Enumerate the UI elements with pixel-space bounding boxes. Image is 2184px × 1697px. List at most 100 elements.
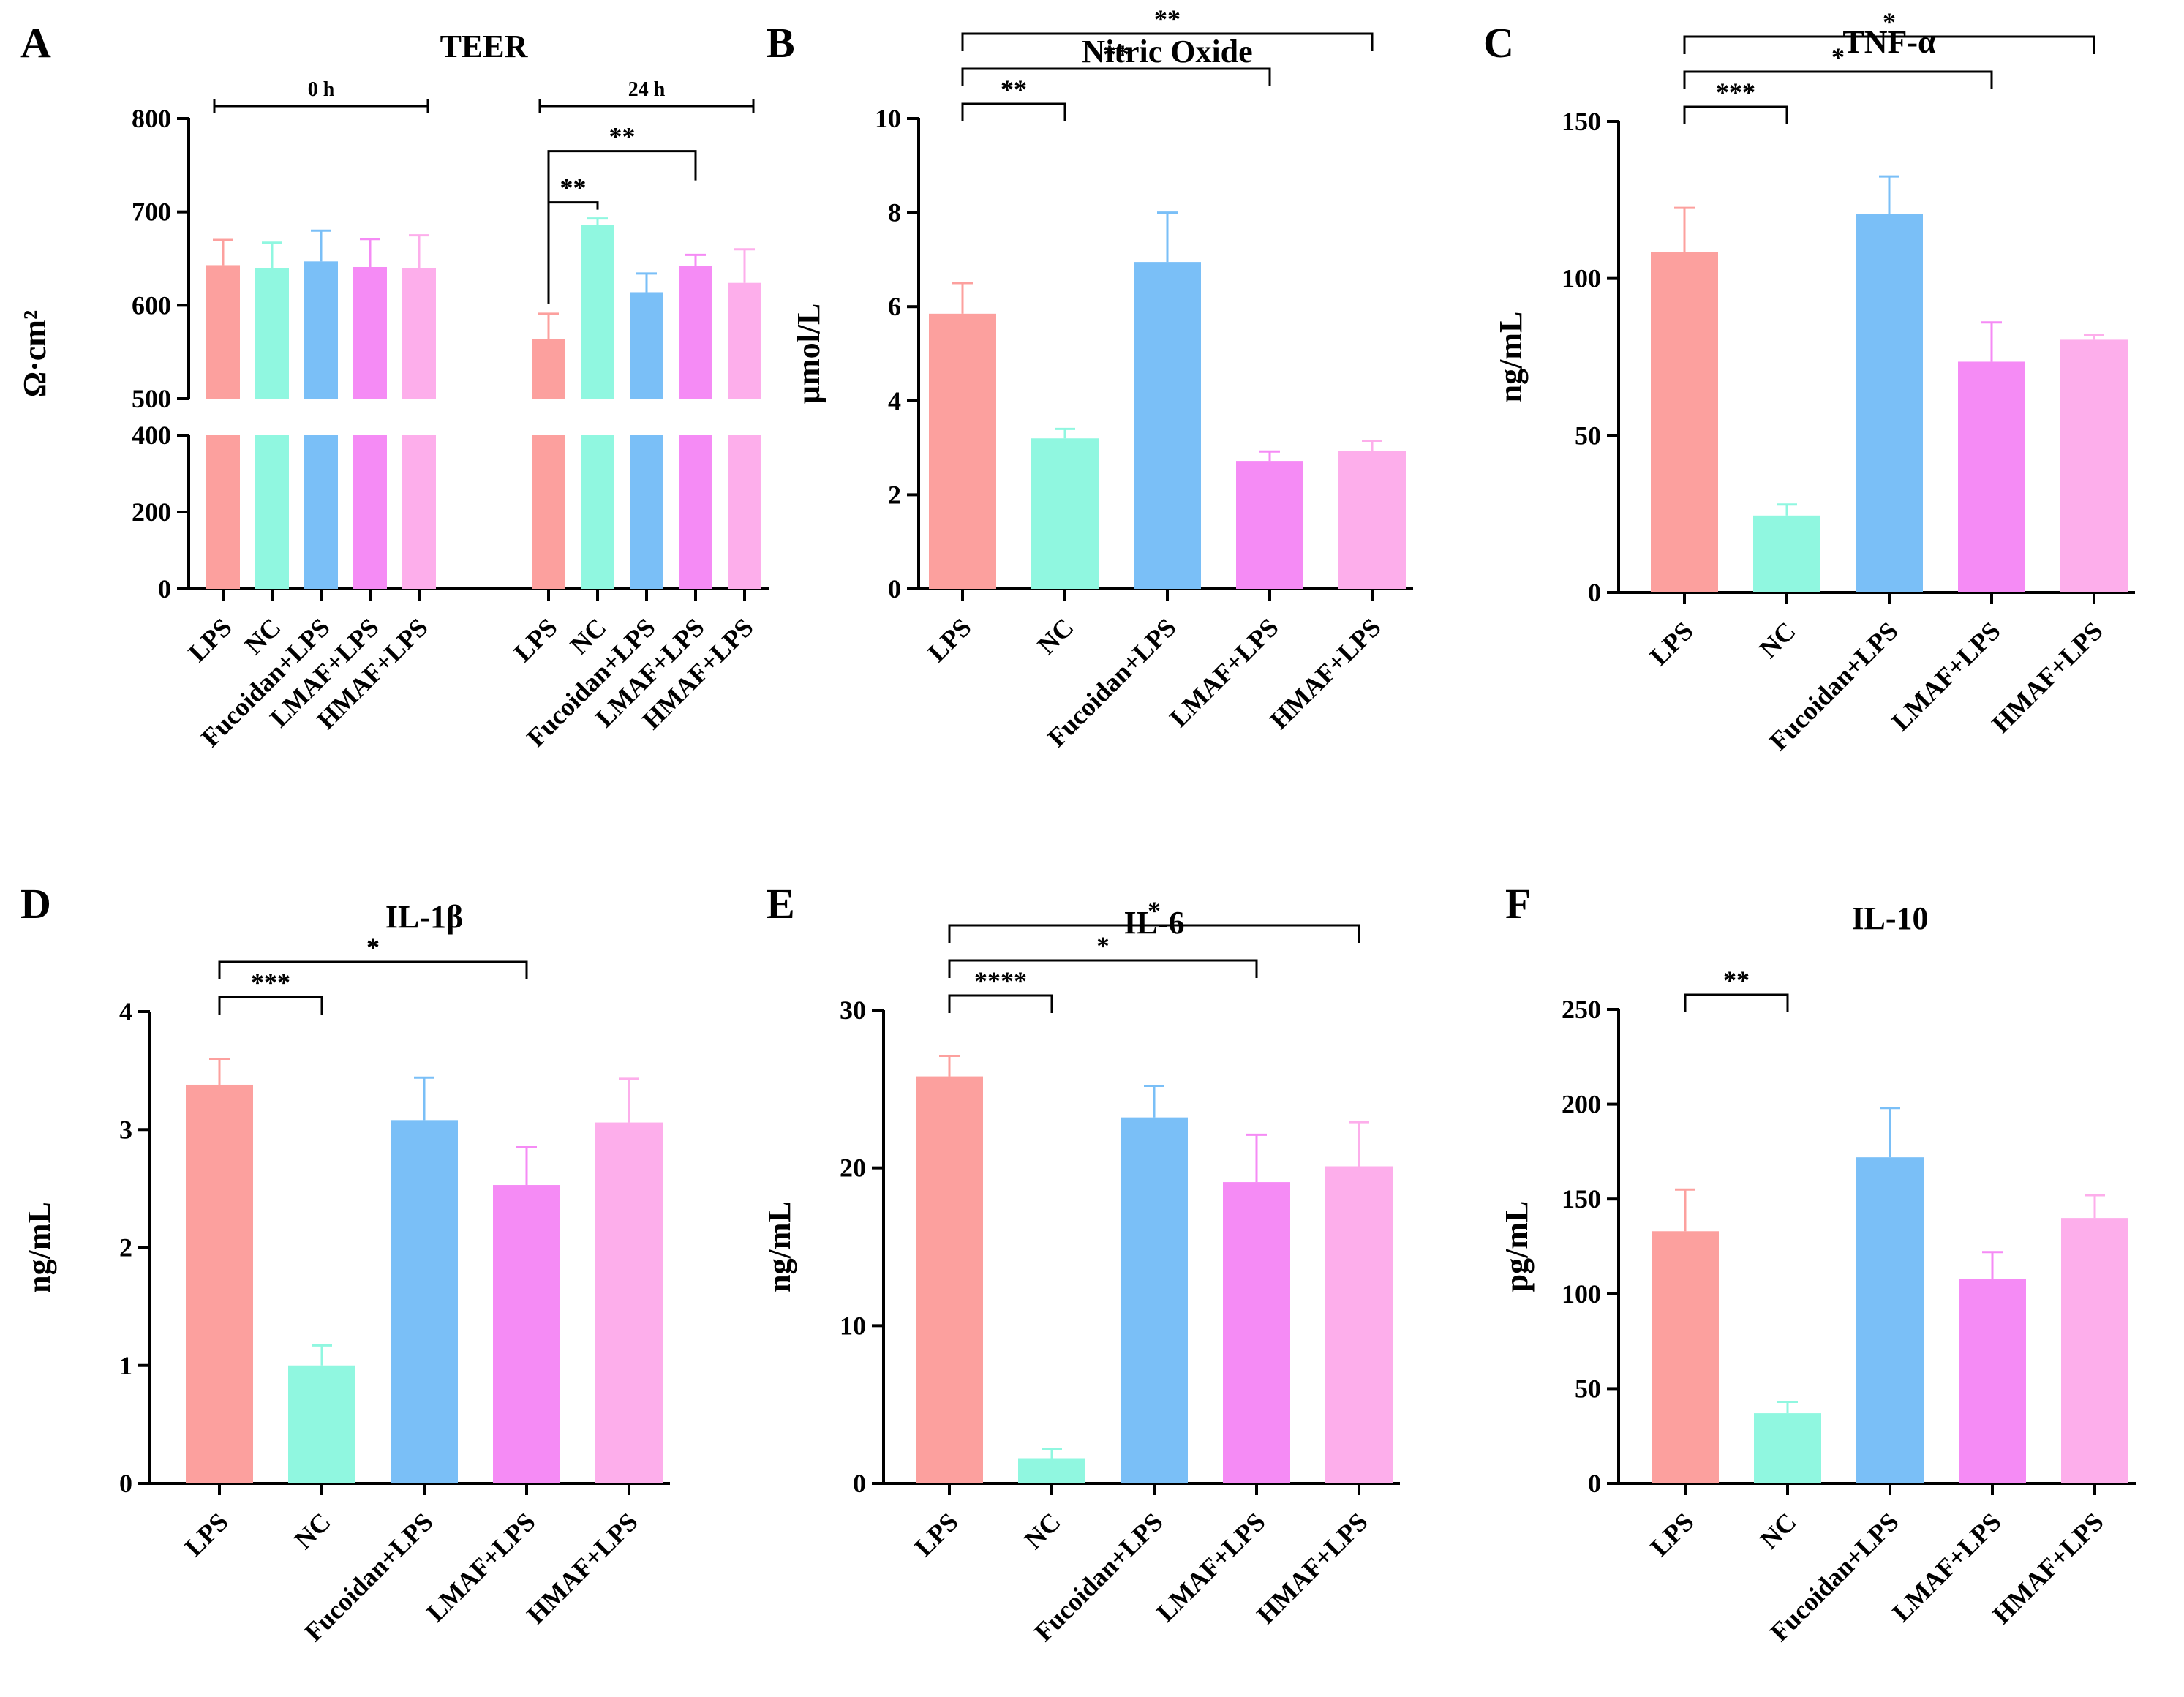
y-tick-label: 600 bbox=[132, 290, 171, 320]
y-axis-label-d: ng/mL bbox=[21, 1202, 57, 1293]
significance-bracket-c bbox=[1683, 35, 2095, 54]
y-axis-label-b: µmol/L bbox=[791, 304, 826, 405]
significance-bracket-c-label: *** bbox=[1716, 78, 1755, 107]
bar-d-4 bbox=[595, 1122, 663, 1483]
bar-d-1 bbox=[288, 1365, 355, 1483]
significance-bracket-b bbox=[961, 67, 1271, 86]
bar-f-4 bbox=[2061, 1218, 2128, 1483]
bar-a-lower-0-1 bbox=[255, 435, 289, 589]
significance-bracket-f-label: ** bbox=[1723, 966, 1750, 995]
significance-bracket-e-label: **** bbox=[974, 966, 1027, 996]
y-axis-label-a: Ω·cm² bbox=[17, 310, 53, 397]
chart-title-e: IL-6 bbox=[1123, 905, 1184, 941]
panel-letter-d: D bbox=[20, 880, 51, 927]
x-tick-label: LPS bbox=[179, 1507, 234, 1562]
y-tick-label: 200 bbox=[1562, 1090, 1601, 1119]
y-axis-label-e: ng/mL bbox=[761, 1201, 797, 1292]
x-tick-label: LPS bbox=[909, 1507, 964, 1562]
significance-bracket-c-label: * bbox=[1883, 7, 1896, 37]
significance-bracket-d bbox=[218, 960, 528, 979]
bar-a-upper-0-1 bbox=[255, 268, 289, 399]
x-tick-label: LPS bbox=[922, 612, 977, 667]
bar-a-upper-0-2 bbox=[304, 261, 338, 399]
significance-bracket-b-label: ** bbox=[1001, 75, 1027, 104]
bar-a-lower-0-3 bbox=[353, 435, 387, 589]
significance-bracket-d-label: *** bbox=[251, 968, 290, 997]
bar-d-0 bbox=[186, 1084, 253, 1483]
x-tick-label: LPS bbox=[183, 612, 238, 667]
significance-bracket-f bbox=[1684, 993, 1789, 1012]
x-tick-label: NC bbox=[1754, 616, 1801, 663]
bar-f-0 bbox=[1652, 1231, 1719, 1483]
y-tick-label: 50 bbox=[1575, 1374, 1601, 1403]
x-tick-label: NC bbox=[1755, 1507, 1802, 1554]
x-tick-label: NC bbox=[1019, 1507, 1066, 1554]
y-tick-label: 8 bbox=[888, 198, 901, 227]
significance-bracket-b-label: ** bbox=[1103, 39, 1129, 69]
y-tick-label: 20 bbox=[840, 1154, 866, 1183]
y-tick-label: 0 bbox=[158, 574, 171, 603]
bar-a-upper-1-2 bbox=[630, 292, 663, 399]
significance-bracket-e bbox=[948, 959, 1258, 978]
x-tick-label: NC bbox=[1032, 612, 1080, 660]
y-tick-label: 500 bbox=[132, 384, 171, 413]
panel-letter-a: A bbox=[20, 19, 51, 67]
significance-bracket-d bbox=[218, 996, 323, 1015]
panel-letter-f: F bbox=[1505, 880, 1531, 927]
y-tick-label: 10 bbox=[840, 1311, 866, 1340]
y-tick-label: 250 bbox=[1562, 995, 1601, 1024]
significance-bracket-d-label: * bbox=[366, 933, 380, 962]
x-tick-label: HMAF+LPS bbox=[1264, 612, 1386, 734]
y-tick-label: 400 bbox=[132, 421, 171, 450]
y-axis-label-f: pg/mL bbox=[1499, 1201, 1535, 1292]
y-tick-label: 150 bbox=[1562, 1184, 1601, 1214]
group-header-bracket bbox=[213, 99, 429, 113]
y-tick-label: 4 bbox=[119, 997, 132, 1026]
y-tick-label: 200 bbox=[132, 497, 171, 527]
y-tick-label: 700 bbox=[132, 197, 171, 227]
bar-f-3 bbox=[1959, 1279, 2026, 1483]
significance-bracket-b bbox=[961, 32, 1374, 51]
y-tick-label: 2 bbox=[888, 480, 901, 509]
bar-a-lower-1-4 bbox=[728, 435, 761, 589]
group-header-label: 24 h bbox=[628, 78, 666, 101]
bar-f-2 bbox=[1856, 1157, 1924, 1483]
bar-b-2 bbox=[1134, 262, 1201, 589]
y-tick-label: 4 bbox=[888, 386, 901, 415]
significance-bracket-b-label: ** bbox=[1154, 4, 1181, 34]
y-tick-label: 100 bbox=[1562, 1279, 1601, 1309]
bar-b-0 bbox=[929, 313, 996, 589]
bar-a-upper-1-0 bbox=[532, 339, 565, 399]
bar-a-upper-1-4 bbox=[728, 282, 761, 399]
y-tick-label: 0 bbox=[888, 574, 901, 603]
bar-e-1 bbox=[1018, 1458, 1085, 1483]
bar-c-4 bbox=[2060, 339, 2128, 592]
significance-bracket-e bbox=[948, 994, 1053, 1013]
bar-c-1 bbox=[1753, 515, 1820, 592]
significance-bracket-c bbox=[1683, 70, 1993, 89]
panel-letter-c: C bbox=[1483, 19, 1514, 67]
significance-bracket-e bbox=[948, 924, 1360, 943]
y-tick-label: 150 bbox=[1562, 107, 1601, 136]
bar-b-1 bbox=[1031, 438, 1099, 589]
x-tick-label: HMAF+LPS bbox=[1986, 616, 2108, 738]
x-tick-label: HMAF+LPS bbox=[1987, 1507, 2109, 1629]
bar-a-upper-1-3 bbox=[679, 266, 712, 399]
x-tick-label: HMAF+LPS bbox=[521, 1507, 643, 1629]
y-tick-label: 0 bbox=[1588, 578, 1601, 607]
significance-bracket-a bbox=[547, 150, 697, 304]
significance-bracket-a-label: ** bbox=[560, 173, 587, 203]
y-tick-label: 2 bbox=[119, 1233, 132, 1263]
bar-b-4 bbox=[1338, 451, 1406, 589]
significance-bracket-e-label: * bbox=[1096, 931, 1110, 960]
bar-c-0 bbox=[1651, 252, 1718, 592]
group-header-bracket bbox=[538, 99, 755, 113]
bar-a-lower-1-1 bbox=[581, 435, 614, 589]
bar-a-lower-1-2 bbox=[630, 435, 663, 589]
significance-bracket-c-label: * bbox=[1831, 42, 1845, 72]
y-tick-label: 1 bbox=[119, 1351, 132, 1380]
bar-a-upper-0-4 bbox=[402, 268, 436, 399]
bar-e-4 bbox=[1325, 1166, 1393, 1483]
y-tick-label: 10 bbox=[875, 104, 901, 133]
bar-e-0 bbox=[916, 1076, 983, 1483]
